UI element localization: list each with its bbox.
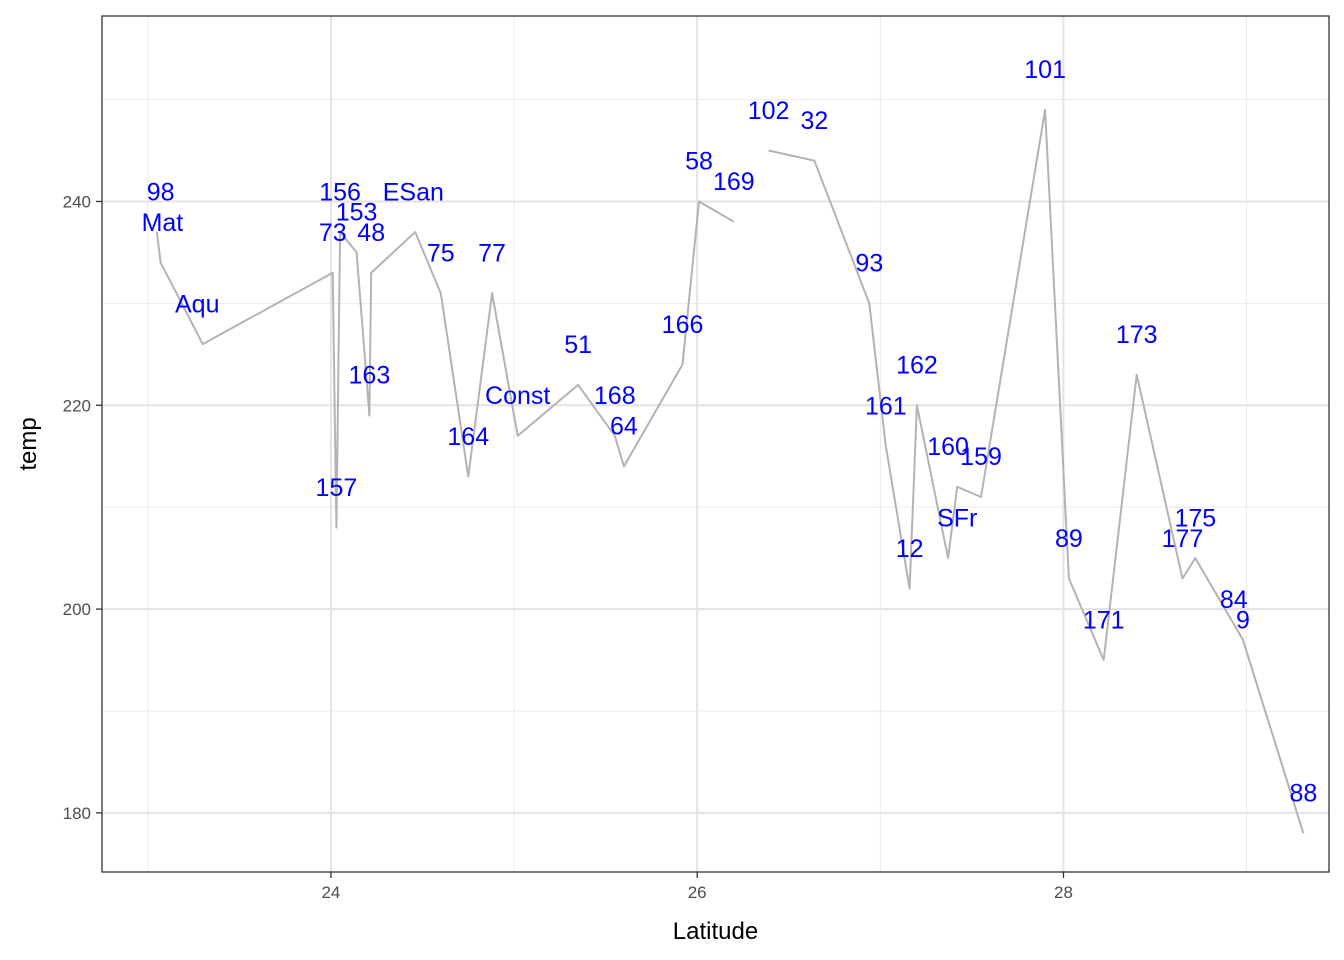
point-label: 101: [1024, 56, 1066, 84]
point-label: Const: [485, 382, 550, 410]
y-axis-title: temp: [15, 417, 42, 470]
point-label: ESan: [383, 178, 444, 206]
point-label: 169: [713, 168, 755, 196]
point-label: 173: [1116, 321, 1158, 349]
point-label: 156: [319, 178, 361, 206]
plot-panel-border: [101, 15, 1330, 873]
y-tick-label: 200: [63, 600, 91, 619]
point-label: 58: [685, 148, 713, 176]
point-label: 153: [336, 199, 378, 227]
point-label: 64: [610, 413, 638, 441]
point-label: 171: [1083, 606, 1125, 634]
point-label: 32: [800, 107, 828, 135]
series-line-segment: [155, 200, 735, 529]
point-label: 77: [478, 239, 506, 267]
point-label: 12: [896, 535, 924, 563]
point-label: 102: [748, 97, 790, 125]
point-label: Mat: [142, 209, 184, 237]
series-line: [155, 108, 1305, 834]
point-label: 166: [662, 311, 704, 339]
point-label: SFr: [937, 504, 977, 532]
y-tick-label: 180: [63, 804, 91, 823]
point-label: 162: [896, 352, 938, 380]
point-label: 89: [1055, 525, 1083, 553]
point-label: 161: [865, 392, 907, 420]
point-label: Aqu: [175, 290, 219, 318]
y-tick-label: 240: [63, 192, 91, 211]
minor-gridlines: [102, 16, 1329, 872]
x-axis-title: Latitude: [673, 918, 758, 945]
x-axis: 24 26 28: [321, 872, 1073, 902]
point-label: 98: [147, 178, 175, 206]
point-label: 84: [1220, 586, 1248, 614]
series-line-segment: [768, 108, 1305, 834]
point-label: 73: [319, 219, 347, 247]
major-gridlines: [102, 16, 1329, 872]
x-tick-label: 26: [688, 883, 707, 902]
point-label: 51: [564, 331, 592, 359]
y-tick-label: 220: [63, 396, 91, 415]
point-label: 163: [349, 362, 391, 390]
x-tick-label: 24: [321, 883, 340, 902]
point-label: 157: [316, 474, 358, 502]
point-label: 93: [855, 250, 883, 278]
y-axis: 180 200 220 240: [63, 192, 102, 823]
point-label: 160: [927, 433, 969, 461]
x-tick-label: 28: [1054, 883, 1073, 902]
point-label: 48: [357, 219, 385, 247]
point-label: 88: [1289, 780, 1317, 808]
point-label: 159: [960, 443, 1002, 471]
point-label: 168: [594, 382, 636, 410]
point-label: 175: [1174, 504, 1216, 532]
plot-background: [102, 16, 1329, 872]
point-label: 164: [447, 423, 489, 451]
point-label: 177: [1162, 525, 1204, 553]
point-label: 75: [427, 239, 455, 267]
point-label: 9: [1236, 606, 1250, 634]
